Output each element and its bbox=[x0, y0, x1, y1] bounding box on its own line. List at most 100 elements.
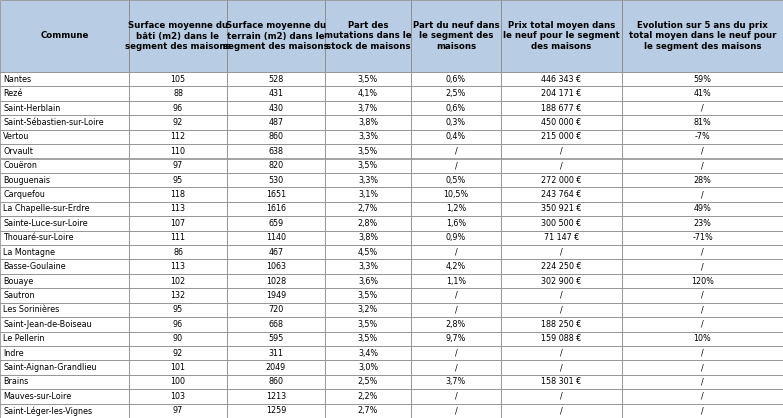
Bar bbox=[0, 158, 129, 173]
Bar bbox=[411, 72, 501, 87]
Text: La Chapelle-sur-Erdre: La Chapelle-sur-Erdre bbox=[3, 204, 89, 214]
Text: /: / bbox=[560, 147, 563, 156]
Text: 3,5%: 3,5% bbox=[358, 75, 378, 84]
Bar bbox=[622, 375, 783, 389]
Bar bbox=[129, 202, 227, 216]
Text: Brains: Brains bbox=[3, 377, 28, 387]
Text: Saint-Léger-les-Vignes: Saint-Léger-les-Vignes bbox=[3, 406, 92, 415]
Bar bbox=[501, 158, 622, 173]
Text: 2,2%: 2,2% bbox=[358, 392, 378, 401]
Text: 2049: 2049 bbox=[266, 363, 286, 372]
Bar bbox=[325, 245, 411, 260]
Bar bbox=[129, 115, 227, 130]
Text: 638: 638 bbox=[269, 147, 283, 156]
Bar bbox=[411, 202, 501, 216]
Text: /: / bbox=[560, 248, 563, 257]
Bar bbox=[501, 331, 622, 346]
Text: 0,9%: 0,9% bbox=[446, 233, 466, 242]
Bar bbox=[622, 317, 783, 331]
Text: Part des
mutations dans le
stock de maisons: Part des mutations dans le stock de mais… bbox=[324, 21, 412, 51]
Text: 0,6%: 0,6% bbox=[446, 75, 466, 84]
Text: 10,5%: 10,5% bbox=[443, 190, 468, 199]
Bar bbox=[501, 245, 622, 260]
Bar bbox=[129, 231, 227, 245]
Text: 107: 107 bbox=[171, 219, 186, 228]
Bar bbox=[501, 144, 622, 158]
Bar bbox=[411, 130, 501, 144]
Bar bbox=[325, 303, 411, 317]
Text: /: / bbox=[701, 377, 704, 387]
Text: -7%: -7% bbox=[695, 133, 710, 141]
Bar bbox=[501, 404, 622, 418]
Bar bbox=[0, 375, 129, 389]
Text: 243 764 €: 243 764 € bbox=[541, 190, 582, 199]
Text: Saint-Sébastien-sur-Loire: Saint-Sébastien-sur-Loire bbox=[3, 118, 103, 127]
Bar bbox=[227, 360, 325, 375]
Bar bbox=[227, 101, 325, 115]
Text: 446 343 €: 446 343 € bbox=[541, 75, 582, 84]
Text: 111: 111 bbox=[171, 233, 186, 242]
Bar bbox=[411, 303, 501, 317]
Bar bbox=[411, 375, 501, 389]
Bar bbox=[325, 274, 411, 288]
Bar bbox=[501, 187, 622, 202]
Bar bbox=[0, 130, 129, 144]
Text: Orvault: Orvault bbox=[3, 147, 33, 156]
Bar bbox=[325, 260, 411, 274]
Text: 720: 720 bbox=[269, 306, 283, 314]
Bar bbox=[325, 0, 411, 72]
Bar bbox=[501, 375, 622, 389]
Text: 1259: 1259 bbox=[265, 406, 287, 415]
Text: /: / bbox=[701, 406, 704, 415]
Text: 101: 101 bbox=[171, 363, 186, 372]
Bar bbox=[227, 288, 325, 303]
Text: 3,7%: 3,7% bbox=[358, 104, 378, 112]
Bar bbox=[129, 404, 227, 418]
Text: 3,8%: 3,8% bbox=[358, 233, 378, 242]
Text: Carquefou: Carquefou bbox=[3, 190, 45, 199]
Text: 3,3%: 3,3% bbox=[358, 176, 378, 185]
Bar bbox=[622, 404, 783, 418]
Text: /: / bbox=[701, 190, 704, 199]
Text: /: / bbox=[701, 392, 704, 401]
Bar bbox=[411, 404, 501, 418]
Text: /: / bbox=[455, 248, 457, 257]
Text: /: / bbox=[701, 363, 704, 372]
Text: 1949: 1949 bbox=[266, 291, 286, 300]
Text: 2,5%: 2,5% bbox=[358, 377, 378, 387]
Text: 2,7%: 2,7% bbox=[358, 204, 378, 214]
Bar bbox=[129, 72, 227, 87]
Text: /: / bbox=[455, 363, 457, 372]
Bar bbox=[0, 202, 129, 216]
Bar bbox=[0, 303, 129, 317]
Text: 215 000 €: 215 000 € bbox=[541, 133, 582, 141]
Text: /: / bbox=[701, 291, 704, 300]
Bar bbox=[129, 101, 227, 115]
Text: 3,3%: 3,3% bbox=[358, 262, 378, 271]
Text: 450 000 €: 450 000 € bbox=[541, 118, 582, 127]
Text: 59%: 59% bbox=[694, 75, 712, 84]
Bar bbox=[501, 130, 622, 144]
Text: Indre: Indre bbox=[3, 349, 23, 358]
Text: 0,6%: 0,6% bbox=[446, 104, 466, 112]
Text: 4,5%: 4,5% bbox=[358, 248, 378, 257]
Bar bbox=[411, 144, 501, 158]
Bar bbox=[622, 288, 783, 303]
Bar bbox=[325, 317, 411, 331]
Text: 3,5%: 3,5% bbox=[358, 334, 378, 343]
Bar bbox=[325, 202, 411, 216]
Text: Sainte-Luce-sur-Loire: Sainte-Luce-sur-Loire bbox=[3, 219, 88, 228]
Bar bbox=[227, 404, 325, 418]
Text: 188 250 €: 188 250 € bbox=[541, 320, 582, 329]
Bar bbox=[129, 173, 227, 187]
Bar bbox=[411, 331, 501, 346]
Text: 96: 96 bbox=[173, 104, 183, 112]
Bar bbox=[0, 346, 129, 360]
Text: Evolution sur 5 ans du prix
total moyen dans le neuf pour
le segment des maisons: Evolution sur 5 ans du prix total moyen … bbox=[629, 21, 776, 51]
Text: /: / bbox=[455, 392, 457, 401]
Text: 430: 430 bbox=[269, 104, 283, 112]
Bar bbox=[325, 360, 411, 375]
Text: 95: 95 bbox=[173, 176, 183, 185]
Text: 302 900 €: 302 900 € bbox=[541, 277, 582, 285]
Bar bbox=[129, 260, 227, 274]
